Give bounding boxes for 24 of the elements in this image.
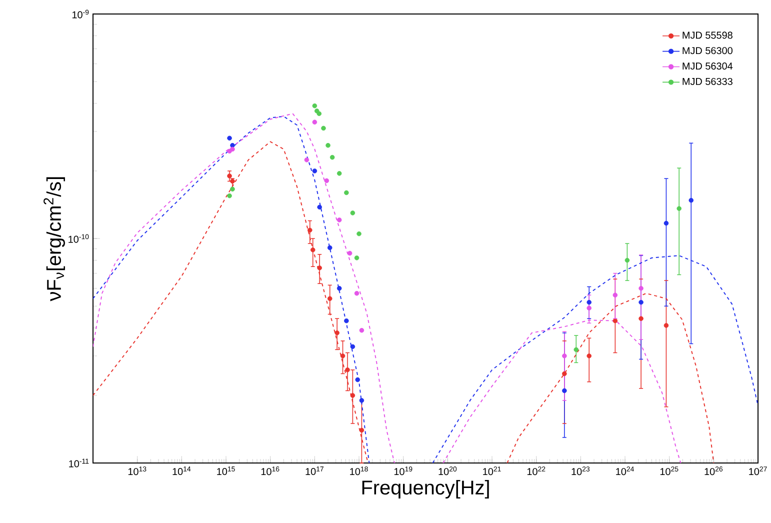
- x-tick-label: 10$^{16}$: [261, 466, 280, 476]
- x-tick-label: 10$^{22}$: [527, 466, 546, 476]
- y-tick-label: 10$^{-9}$: [72, 10, 89, 18]
- x-tick-label: 10$^{26}$: [704, 466, 723, 476]
- y-tick-label: 10$^{-10}$: [68, 234, 89, 243]
- x-tick-label: 10$^{15}$: [217, 466, 235, 476]
- x-tick-label: 10$^{14}$: [172, 466, 191, 476]
- legend-label: MJD 55598: [682, 32, 732, 39]
- x-tick-label: 10$^{25}$: [660, 466, 678, 476]
- y-axis-title: νF$_{ν}$[erg/cm$^{2}$/s]: [44, 177, 65, 302]
- x-tick-label: 10$^{13}$: [128, 466, 146, 476]
- legend-label: MJD 56304: [682, 62, 733, 70]
- x-tick-label: 10$^{21}$: [483, 466, 501, 476]
- x-tick-label: 10$^{18}$: [350, 466, 368, 476]
- y-tick-label: 10$^{-11}$: [69, 458, 89, 468]
- x-tick-label: 10$^{19}$: [394, 466, 412, 476]
- x-tick-label: 10$^{23}$: [572, 466, 590, 476]
- x-tick-label: 10$^{24}$: [616, 466, 634, 476]
- legend-label: MJD 56300: [682, 47, 732, 54]
- x-tick-label: 10$^{17}$: [306, 466, 324, 476]
- x-axis-title: Frequency[Hz]: [362, 480, 489, 499]
- x-tick-label: 10$^{27}$: [749, 466, 767, 476]
- x-tick-label: 10$^{20}$: [438, 466, 457, 476]
- legend-label: MJD 56333: [682, 78, 732, 86]
